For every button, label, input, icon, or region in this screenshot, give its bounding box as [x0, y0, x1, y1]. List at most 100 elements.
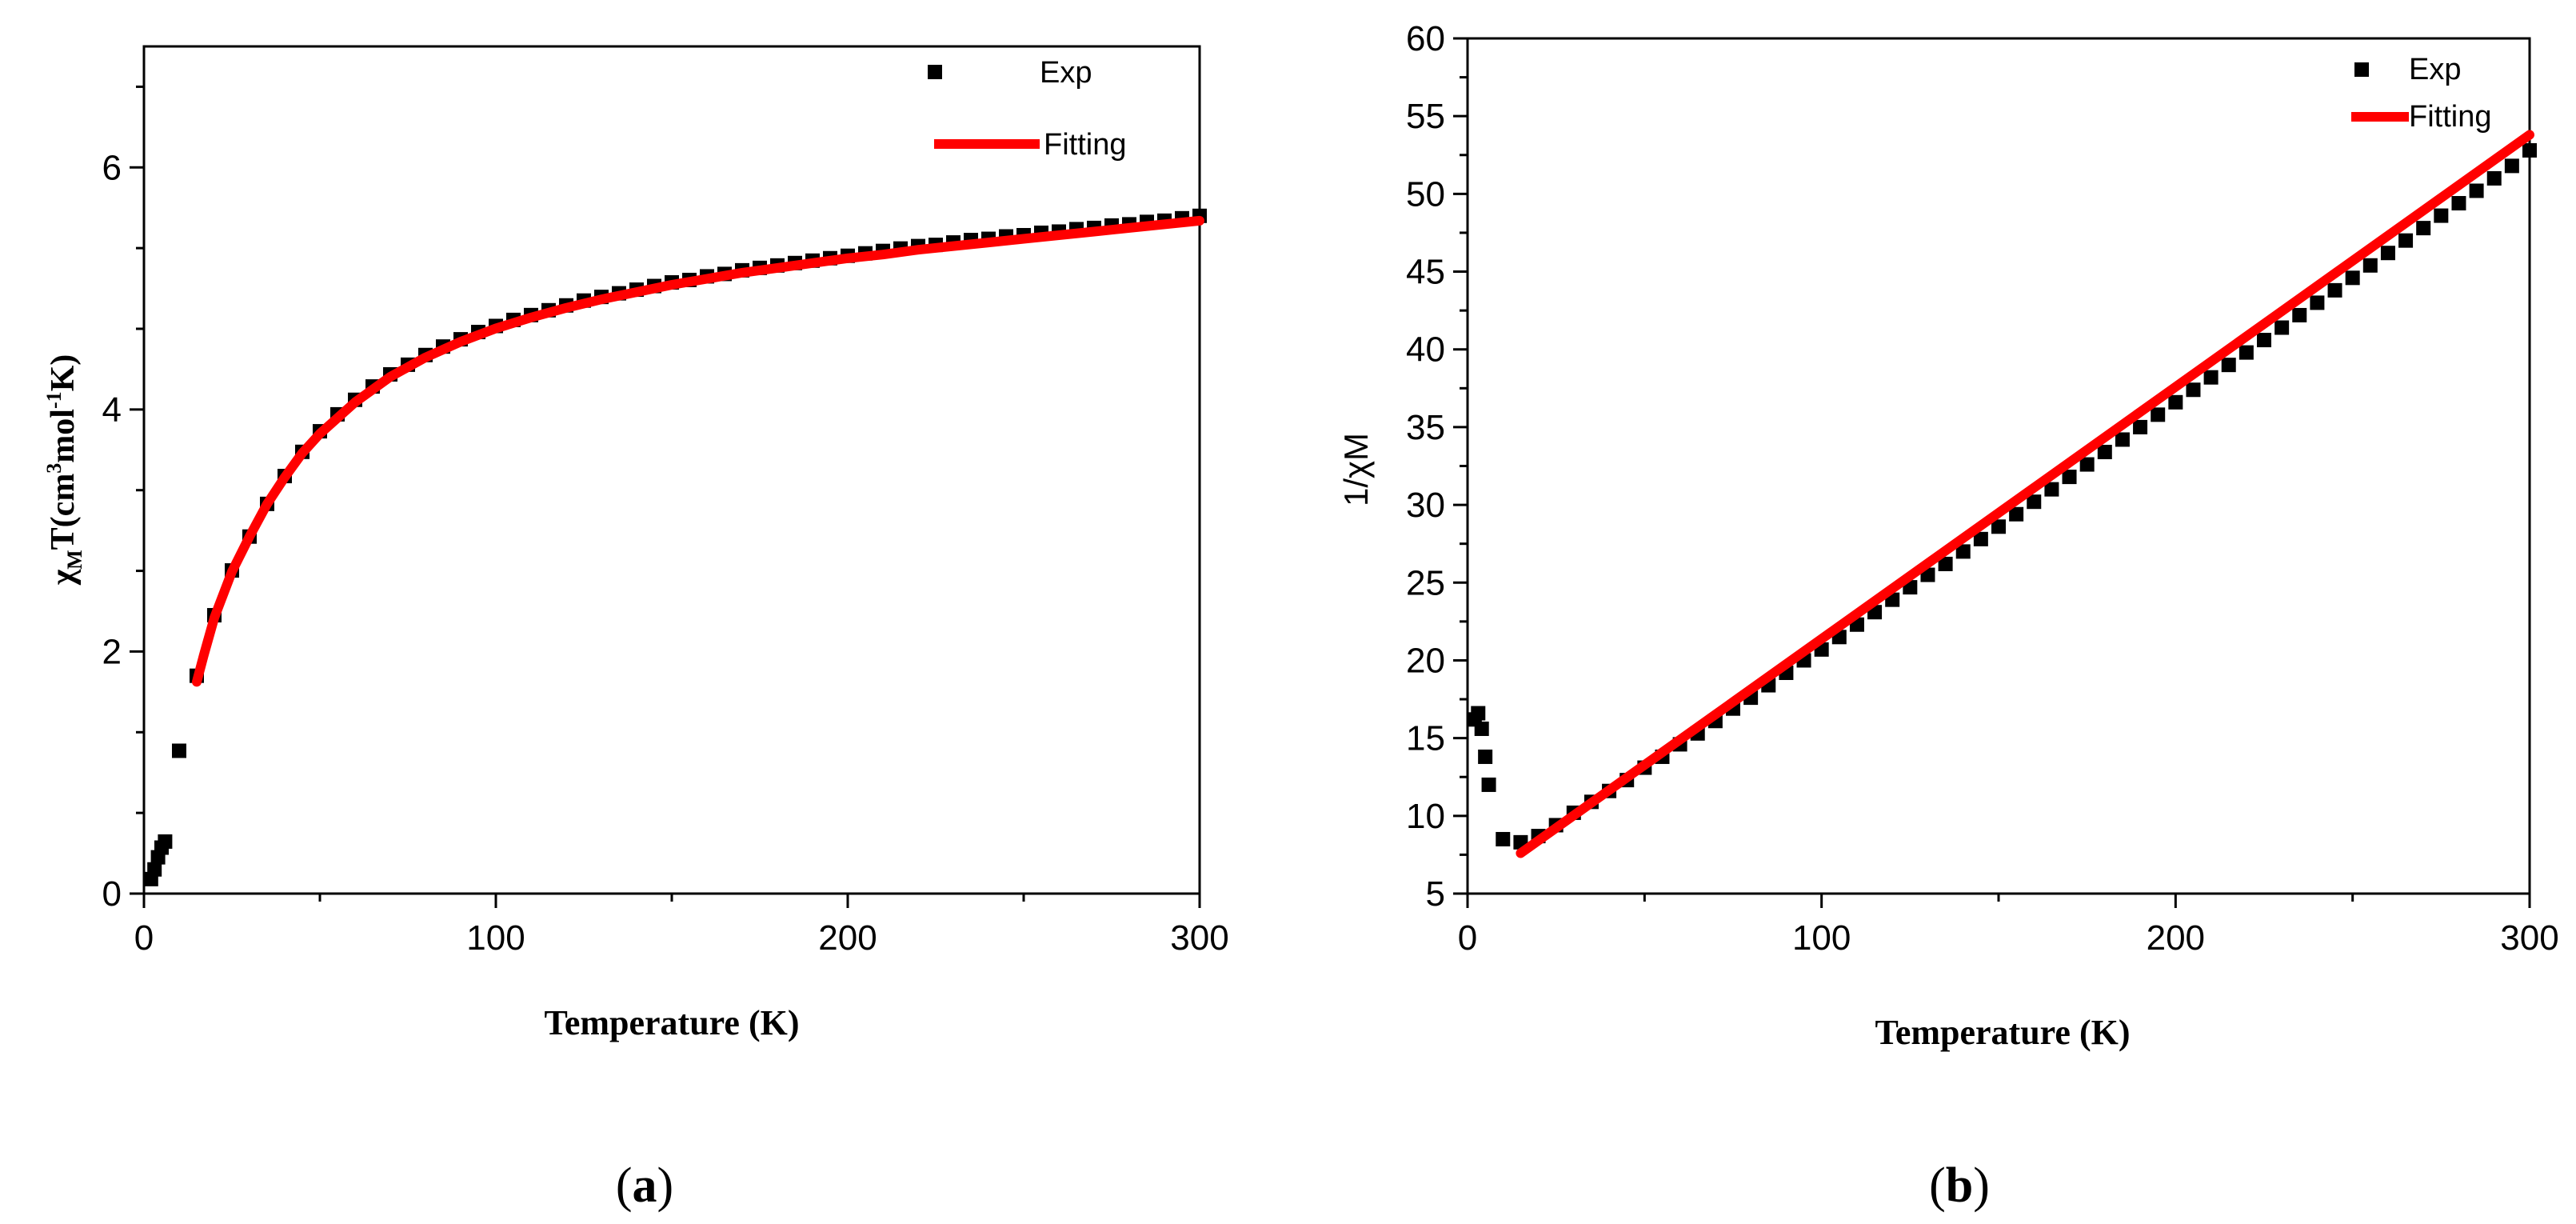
b-x-tick-label: 100: [1792, 918, 1851, 958]
a-y-axis-label: χMT(cm3mol-1K): [42, 354, 86, 586]
b-y-tick-label: 10: [1406, 797, 1445, 836]
panel-a: 0 100 200 300 0 2 4 6 Exp Fitting Temperature (…: [42, 45, 1229, 1213]
a-ylabel-sup2: -1: [42, 391, 66, 409]
a-legend: Exp Fitting: [928, 56, 1126, 162]
b-y-tick-label: 25: [1406, 563, 1445, 602]
b-caption-open: (: [1929, 1158, 1946, 1213]
b-caption: (b): [1929, 1158, 1990, 1213]
b-exp-point: [2115, 432, 2130, 447]
b-legend-exp-label: Exp: [2409, 53, 2461, 86]
b-caption-letter: b: [1946, 1158, 1973, 1213]
b-exp-point: [2310, 295, 2325, 310]
a-legend-exp-marker: [928, 65, 942, 79]
b-y-tick-label: 30: [1406, 486, 1445, 525]
a-x-axis-label: Temperature (K): [545, 1003, 800, 1042]
b-exp-point: [2486, 170, 2502, 186]
b-exp-point: [2257, 333, 2271, 348]
b-exp-point: [2398, 233, 2414, 248]
a-ylabel-sup1: 3: [42, 463, 66, 474]
b-exp-point: [1471, 706, 1486, 721]
a-y-tick-label: 0: [102, 874, 122, 914]
b-exp-point: [1973, 531, 1988, 546]
a-caption-letter: a: [633, 1158, 657, 1213]
a-ylabel-k: K): [45, 354, 82, 392]
b-exp-point: [2416, 221, 2431, 236]
b-exp-point: [2168, 394, 2183, 410]
b-y-tick-label: 40: [1406, 330, 1445, 370]
a-ylabel-chi: χ: [45, 569, 82, 586]
b-exp-point: [2504, 158, 2519, 174]
b-exp-point: [2079, 457, 2095, 472]
b-exp-point: [2151, 407, 2166, 422]
b-y-tick-label: 5: [1426, 874, 1445, 914]
b-exp-point: [1478, 749, 1493, 764]
b-x-tick-label: 300: [2500, 918, 2558, 958]
a-caption-open: (: [616, 1158, 633, 1213]
b-exp-point: [2133, 419, 2148, 434]
b-exp-point: [2097, 445, 2112, 460]
a-axes: 0 100 200 300 0 2 4 6: [102, 85, 1229, 958]
b-exp-point: [2522, 142, 2537, 158]
a-ylabel-t: T(cm: [45, 474, 82, 550]
a-x-tick-label: 200: [818, 918, 877, 958]
b-exp-point: [1991, 519, 2006, 534]
b-exp-point: [1938, 556, 1953, 571]
b-data-layer: [1467, 130, 2537, 858]
a-y-tick-label: 6: [102, 148, 122, 187]
b-y-tick-label: 35: [1406, 408, 1445, 447]
a-x-tick-label: 100: [466, 918, 525, 958]
a-exp-point: [158, 834, 173, 849]
a-exp-point: [147, 862, 162, 877]
a-fitting-line: [192, 215, 1204, 687]
b-y-tick-label: 20: [1406, 641, 1445, 680]
b-exp-point: [2327, 282, 2342, 298]
b-y-tick-label: 55: [1406, 97, 1445, 136]
b-exp-point: [2292, 307, 2307, 322]
b-x-tick-label: 0: [1458, 918, 1477, 958]
b-exp-point: [2380, 246, 2395, 261]
a-legend-fitting-label: Fitting: [1044, 128, 1126, 162]
b-legend-exp-marker: [2354, 62, 2369, 77]
b-axes: 0 100 200 300 5 10 15 20 25 30 35 40 45 50 55 60: [1406, 19, 2559, 958]
a-ylabel-sub: M: [63, 550, 86, 570]
b-legend: Exp Fitting: [2351, 53, 2491, 134]
b-exp-point: [2027, 494, 2042, 510]
b-exp-point: [2239, 345, 2254, 360]
a-caption-close: ): [657, 1158, 674, 1213]
b-y-tick-label: 15: [1406, 719, 1445, 758]
b-exp-point: [2044, 482, 2059, 497]
b-exp-point: [1496, 831, 1511, 846]
b-fitting-line: [1516, 130, 2534, 858]
b-exp-point: [2434, 208, 2449, 223]
b-caption-close: ): [1973, 1158, 1990, 1213]
b-y-axis-label: 1/χM: [1337, 433, 1375, 506]
b-exp-point: [2469, 183, 2484, 198]
b-y-tick-label: 50: [1406, 174, 1445, 214]
b-legend-fitting-label: Fitting: [2409, 100, 2491, 134]
b-exp-point: [2221, 358, 2236, 373]
a-y-tick-label: 4: [102, 390, 122, 430]
a-x-tick-label: 300: [1170, 918, 1228, 958]
b-exp-point: [2186, 382, 2201, 398]
b-y-tick-label: 60: [1406, 19, 1445, 58]
b-exp-point: [2203, 370, 2219, 385]
a-data-layer: [143, 208, 1207, 886]
b-exp-point: [2009, 506, 2024, 522]
b-exp-point: [2062, 470, 2077, 485]
a-y-tick-label: 2: [102, 632, 122, 671]
panel-b: 0 100 200 300 5 10 15 20 25 30 35 40 45 50 55 60 Exp Fi…: [1337, 19, 2559, 1213]
b-exp-point: [1481, 777, 1496, 792]
b-x-axis-label: Temperature (K): [1875, 1013, 2131, 1052]
b-exp-point: [1474, 721, 1489, 736]
b-exp-point: [2362, 258, 2378, 273]
b-exp-point: [1955, 544, 1971, 559]
b-y-tick-label: 45: [1406, 253, 1445, 292]
a-legend-exp-label: Exp: [1040, 56, 1092, 90]
a-plot-frame: [142, 45, 1201, 895]
a-caption: (a): [616, 1158, 673, 1213]
b-exp-point: [2345, 270, 2360, 286]
a-ylabel-mol: mol: [45, 409, 82, 463]
svg-text:χMT(cm3mol-1K): χMT(cm3mol-1K): [42, 354, 86, 586]
b-x-tick-label: 200: [2147, 918, 2205, 958]
